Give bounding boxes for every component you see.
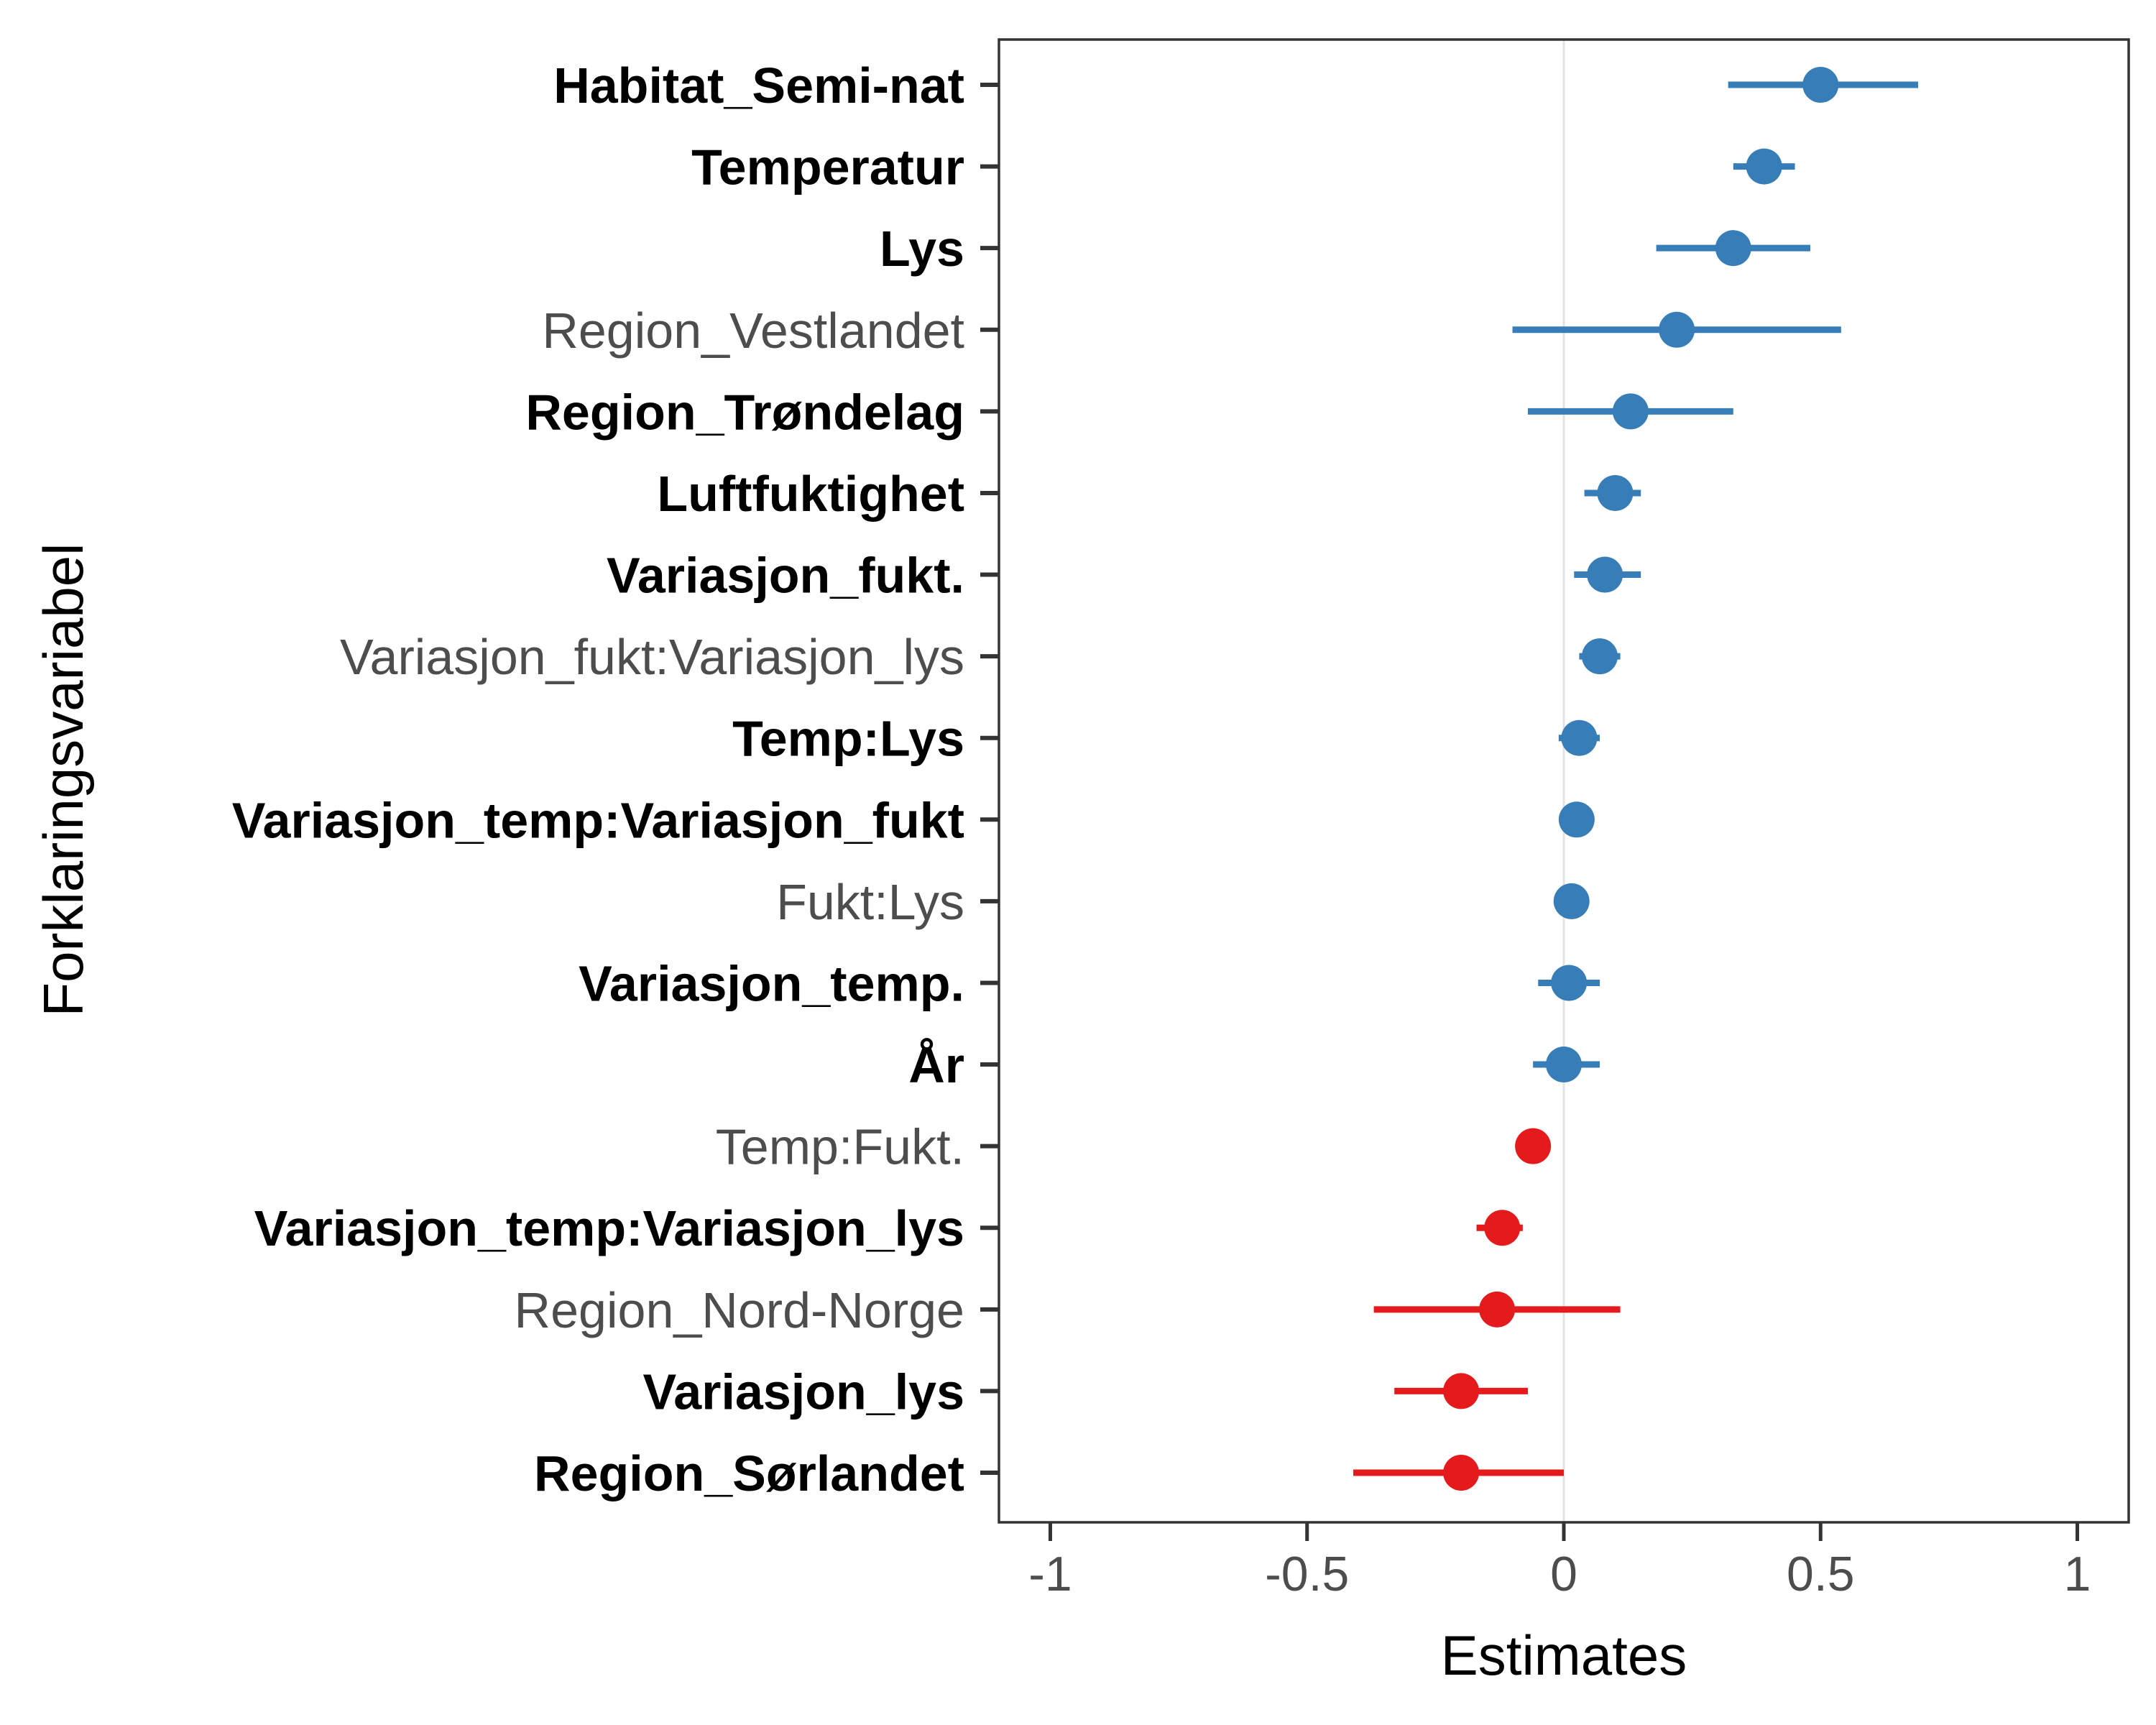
y-tick-label: Region_Nord-Norge <box>515 1282 964 1338</box>
estimate-point <box>1443 1373 1480 1409</box>
estimate-point <box>1597 474 1634 511</box>
y-tick-label: Variasjon_lys <box>642 1363 964 1420</box>
estimate-point <box>1659 311 1695 348</box>
estimate-point <box>1558 801 1595 838</box>
estimate-point <box>1546 1046 1582 1083</box>
estimate-point <box>1746 148 1782 185</box>
x-tick-label: 0.5 <box>1787 1547 1855 1601</box>
y-tick-label: Luftfuktighet <box>657 466 964 522</box>
estimate-point <box>1612 393 1649 430</box>
estimate-point <box>1582 638 1618 675</box>
y-tick-label: Variasjon_temp. <box>579 955 964 1011</box>
y-tick-label: Region_Trøndelag <box>525 384 964 440</box>
y-tick-label: Variasjon_temp:Variasjon_fukt <box>232 792 964 848</box>
y-tick-label: Habitat_Semi-nat <box>553 58 964 114</box>
data-marks <box>1353 67 1919 1491</box>
estimate-point <box>1515 1128 1552 1164</box>
x-tick-label: 0 <box>1550 1547 1577 1601</box>
estimate-point <box>1561 719 1598 756</box>
y-tick-label: Lys <box>880 221 964 277</box>
y-tick-label: Temp:Fukt. <box>716 1119 964 1175</box>
estimate-point <box>1587 556 1623 593</box>
x-axis: -1 -0.5 0 0.5 1 <box>1028 1522 2091 1601</box>
estimate-point <box>1443 1455 1480 1491</box>
y-tick-label: Variasjon_fukt. <box>607 548 964 604</box>
y-tick-label: År <box>908 1037 964 1093</box>
estimate-point <box>1484 1210 1521 1246</box>
estimate-point <box>1553 883 1590 919</box>
y-axis: Habitat_Semi-nat Temperatur Lys Region_Vest… <box>232 58 999 1501</box>
y-tick-label: Temp:Lys <box>732 711 964 767</box>
estimate-point <box>1715 230 1751 267</box>
estimate-point <box>1802 67 1839 103</box>
estimate-point <box>1551 965 1588 1001</box>
x-axis-title: Estimates <box>1441 1624 1687 1687</box>
x-tick-label: 1 <box>2064 1547 2091 1601</box>
y-tick-label: Variasjon_fukt:Variasjon_lys <box>340 629 964 685</box>
y-tick-label: Region_Vestlandet <box>542 303 964 359</box>
y-tick-label: Fukt:Lys <box>776 874 964 930</box>
y-tick-label: Variasjon_temp:Variasjon_lys <box>254 1200 964 1256</box>
estimate-point <box>1479 1291 1516 1328</box>
y-axis-title: Forklaringsvariabel <box>32 543 95 1017</box>
y-tick-label: Region_Sørlandet <box>534 1445 964 1501</box>
x-tick-label: -0.5 <box>1265 1547 1349 1601</box>
y-tick-label: Temperatur <box>691 139 964 196</box>
x-tick-label: -1 <box>1028 1547 1072 1601</box>
